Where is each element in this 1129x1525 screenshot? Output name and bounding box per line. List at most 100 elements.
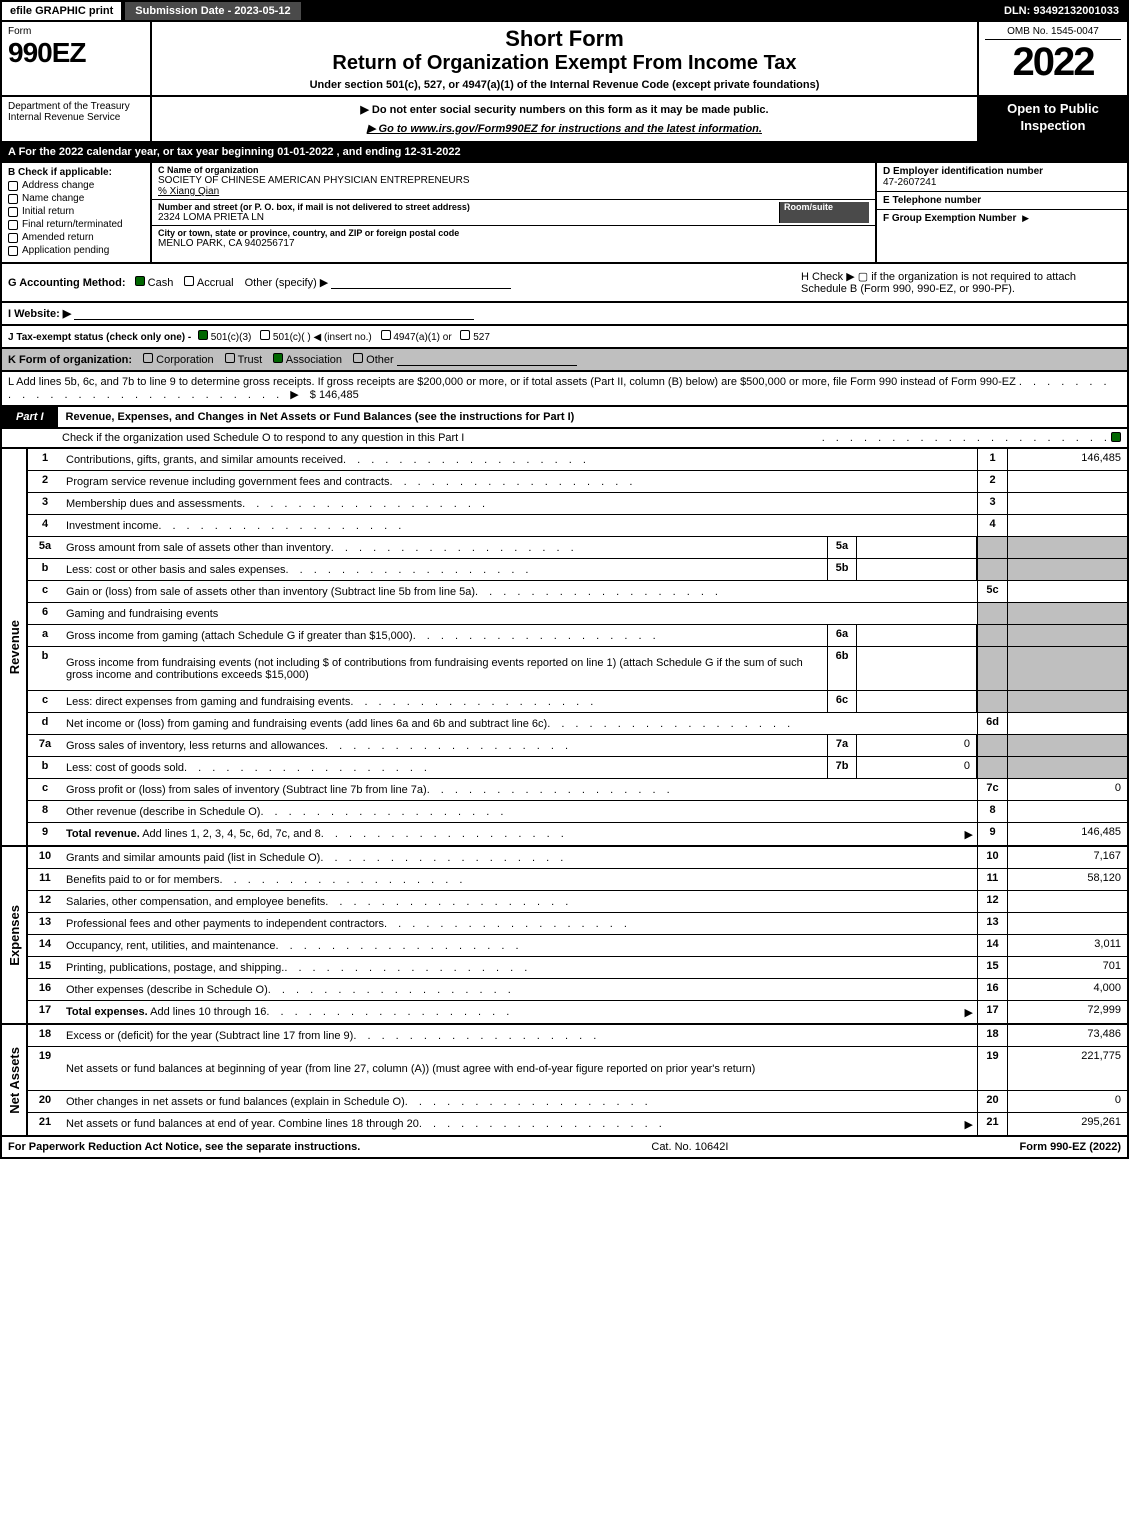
goto-link[interactable]: ▶ Go to www.irs.gov/Form990EZ for instru… — [367, 123, 762, 135]
line-row: 1Contributions, gifts, grants, and simil… — [28, 449, 1127, 471]
sub-line-number: 7a — [827, 735, 857, 756]
chk-other-org[interactable] — [353, 353, 363, 363]
chk-trust[interactable] — [225, 353, 235, 363]
line-number: 5a — [28, 537, 62, 558]
omb-year-block: OMB No. 1545-0047 2022 — [977, 22, 1127, 95]
chk-name-change[interactable]: Name change — [8, 193, 144, 204]
sub-line-value — [857, 559, 977, 580]
line-description: Gross income from gaming (attach Schedul… — [62, 625, 827, 646]
right-line-number — [977, 647, 1007, 690]
city-label: City or town, state or province, country… — [158, 228, 869, 238]
chk-cash[interactable] — [135, 276, 145, 286]
right-line-number: 18 — [977, 1025, 1007, 1046]
other-specify-field[interactable] — [331, 277, 511, 289]
right-line-number: 19 — [977, 1047, 1007, 1090]
col-b-header: B Check if applicable: — [8, 167, 144, 178]
line-amount: 3,011 — [1007, 935, 1127, 956]
chk-501c[interactable] — [260, 330, 270, 340]
chk-association[interactable] — [273, 353, 283, 363]
line-row: 18Excess or (deficit) for the year (Subt… — [28, 1025, 1127, 1047]
expenses-section: Expenses 10Grants and similar amounts pa… — [0, 847, 1129, 1025]
line-number: 3 — [28, 493, 62, 514]
revenue-tab: Revenue — [2, 449, 28, 845]
sub-line-number: 7b — [827, 757, 857, 778]
line-amount: 0 — [1007, 779, 1127, 800]
line-row: 21Net assets or fund balances at end of … — [28, 1113, 1127, 1135]
dept-treasury: Department of the Treasury Internal Reve… — [2, 97, 152, 141]
chk-schedule-o[interactable] — [1111, 432, 1121, 442]
line-description: Grants and similar amounts paid (list in… — [62, 847, 977, 868]
right-line-number: 16 — [977, 979, 1007, 1000]
line-description: Occupancy, rent, utilities, and maintena… — [62, 935, 977, 956]
line-row: 16Other expenses (describe in Schedule O… — [28, 979, 1127, 1001]
line-amount — [1007, 757, 1127, 778]
right-line-number — [977, 757, 1007, 778]
line-number: b — [28, 647, 62, 690]
right-line-number: 3 — [977, 493, 1007, 514]
line-row: 14Occupancy, rent, utilities, and mainte… — [28, 935, 1127, 957]
right-line-number: 12 — [977, 891, 1007, 912]
line-amount: 146,485 — [1007, 449, 1127, 470]
chk-527[interactable] — [460, 330, 470, 340]
sub-line-value: 0 — [857, 757, 977, 778]
right-line-number — [977, 735, 1007, 756]
right-line-number: 4 — [977, 515, 1007, 536]
line-amount — [1007, 801, 1127, 822]
right-line-number: 17 — [977, 1001, 1007, 1023]
under-section: Under section 501(c), 527, or 4947(a)(1)… — [162, 79, 967, 91]
website-label: I Website: ▶ — [8, 308, 71, 320]
chk-501c3[interactable] — [198, 330, 208, 340]
chk-corporation[interactable] — [143, 353, 153, 363]
line-amount — [1007, 581, 1127, 602]
line-amount — [1007, 647, 1127, 690]
col-b-checkboxes: B Check if applicable: Address change Na… — [2, 163, 152, 262]
right-line-number: 6d — [977, 713, 1007, 734]
line-description: Contributions, gifts, grants, and simila… — [62, 449, 977, 470]
line-row: 9Total revenue. Add lines 1, 2, 3, 4, 5c… — [28, 823, 1127, 845]
chk-accrual[interactable] — [184, 276, 194, 286]
right-line-number — [977, 537, 1007, 558]
efile-print[interactable]: efile GRAPHIC print — [0, 0, 123, 22]
form-title-block: Short Form Return of Organization Exempt… — [152, 22, 977, 95]
line-row: 8Other revenue (describe in Schedule O) … — [28, 801, 1127, 823]
line-number: c — [28, 691, 62, 712]
arrow-icon: ▶ — [965, 828, 973, 841]
top-bar: efile GRAPHIC print Submission Date - 20… — [0, 0, 1129, 22]
city-state-zip: MENLO PARK, CA 940256717 — [158, 238, 869, 249]
col-c-org-name: C Name of organization SOCIETY OF CHINES… — [152, 163, 877, 262]
line-amount — [1007, 515, 1127, 536]
right-line-number: 20 — [977, 1091, 1007, 1112]
sub-line-value — [857, 537, 977, 558]
other-org-field[interactable] — [397, 354, 577, 366]
line-row: 7aGross sales of inventory, less returns… — [28, 735, 1127, 757]
line-description: Total revenue. Add lines 1, 2, 3, 4, 5c,… — [62, 823, 977, 845]
line-number: 16 — [28, 979, 62, 1000]
line-amount: 221,775 — [1007, 1047, 1127, 1090]
net-assets-section: Net Assets 18Excess or (deficit) for the… — [0, 1025, 1129, 1137]
sub-line-number: 6a — [827, 625, 857, 646]
chk-final-return[interactable]: Final return/terminated — [8, 219, 144, 230]
line-description: Professional fees and other payments to … — [62, 913, 977, 934]
line-number: 14 — [28, 935, 62, 956]
line-number: 7a — [28, 735, 62, 756]
chk-amended-return[interactable]: Amended return — [8, 232, 144, 243]
form-of-org-row: K Form of organization: Corporation Trus… — [0, 349, 1129, 372]
line-amount: 58,120 — [1007, 869, 1127, 890]
expenses-tab: Expenses — [2, 847, 28, 1023]
sub-line-value — [857, 625, 977, 646]
website-field[interactable] — [74, 308, 474, 320]
line-row: 10Grants and similar amounts paid (list … — [28, 847, 1127, 869]
chk-address-change[interactable]: Address change — [8, 180, 144, 191]
chk-application-pending[interactable]: Application pending — [8, 245, 144, 256]
right-line-number — [977, 625, 1007, 646]
line-description: Excess or (deficit) for the year (Subtra… — [62, 1025, 977, 1046]
line-number: 1 — [28, 449, 62, 470]
line-amount — [1007, 913, 1127, 934]
efile-label: efile GRAPHIC print — [10, 5, 113, 17]
chk-initial-return[interactable]: Initial return — [8, 206, 144, 217]
chk-4947[interactable] — [381, 330, 391, 340]
street-address: 2324 LOMA PRIETA LN — [158, 212, 779, 223]
line-description: Gross profit or (loss) from sales of inv… — [62, 779, 977, 800]
sub-line-number: 6c — [827, 691, 857, 712]
line-row: cGain or (loss) from sale of assets othe… — [28, 581, 1127, 603]
